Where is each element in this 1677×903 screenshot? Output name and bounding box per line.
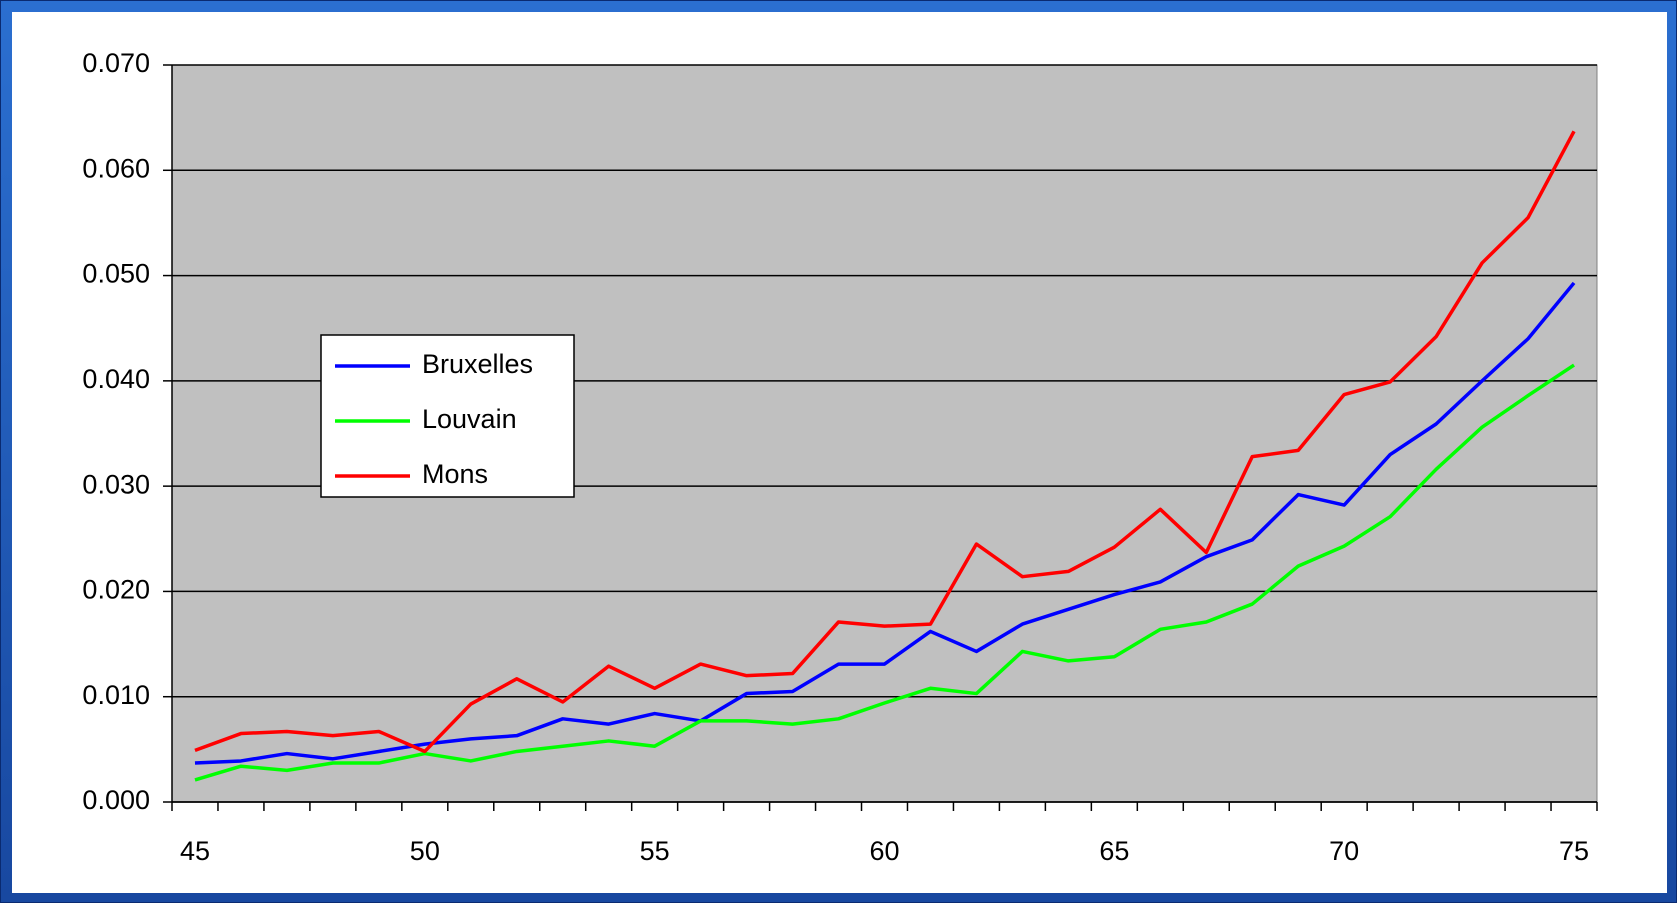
y-tick-label: 0.010 bbox=[82, 680, 150, 710]
x-tick-label: 65 bbox=[1099, 836, 1129, 866]
y-tick-label: 0.040 bbox=[82, 364, 150, 394]
series-line bbox=[194, 363, 1575, 782]
y-tick-label: 0.060 bbox=[82, 153, 150, 183]
series-line bbox=[194, 130, 1576, 754]
x-tick-label: 55 bbox=[640, 836, 670, 866]
y-tick-label: 0.030 bbox=[82, 469, 150, 499]
chart: 0.000 0.010 0.020 0.030 0.040 0.050 0.060 0.070… bbox=[12, 12, 1667, 893]
y-tick-label: 0.020 bbox=[82, 575, 150, 605]
x-tick-label: 50 bbox=[410, 836, 440, 866]
x-tick-label: 70 bbox=[1329, 836, 1359, 866]
series-line bbox=[194, 281, 1576, 765]
y-tick-label: 0.000 bbox=[82, 785, 150, 815]
legend-label: Bruxelles bbox=[422, 349, 533, 379]
legend-box bbox=[320, 334, 575, 498]
x-tick-label: 60 bbox=[869, 836, 899, 866]
x-tick-label: 45 bbox=[180, 836, 210, 866]
legend-label: Louvain bbox=[422, 404, 517, 434]
y-tick-label: 0.070 bbox=[82, 48, 150, 78]
x-tick-label: 75 bbox=[1559, 836, 1589, 866]
legend-label: Mons bbox=[422, 459, 488, 489]
y-tick-label: 0.050 bbox=[82, 259, 150, 289]
